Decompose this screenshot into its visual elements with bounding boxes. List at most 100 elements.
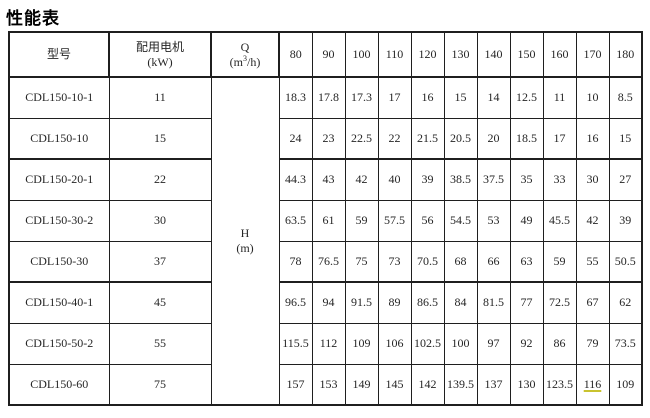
q-symbol: Q: [240, 39, 250, 54]
h-value-cell: 96.5: [278, 281, 313, 324]
h-value-cell: 20.5: [443, 117, 478, 160]
model-cell: CDL150-10: [8, 117, 110, 160]
h-value-cell: 97: [476, 322, 511, 365]
table-row: CDL150-40-1 45 96.5 94 91.5 89 86.5 84 81.5 77 72.…: [8, 281, 643, 324]
h-value-cell: 18.3: [278, 76, 313, 119]
h-value-cell: 56: [410, 199, 445, 242]
h-value-cell: 72.5: [542, 281, 577, 324]
header-motor: 配用电机 (kW): [108, 31, 212, 78]
h-value-cell: 92: [509, 322, 544, 365]
table-row: CDL150-10 15 24 23 22.5 22 21.5 20.5 20 18.5 17 16 1…: [8, 117, 643, 160]
h-value-cell: 44.3: [278, 158, 313, 201]
h-value-cell: 57.5: [377, 199, 412, 242]
header-q-value: 80: [278, 31, 313, 78]
h-value-cell: 67: [575, 281, 610, 324]
q-unit-pre: (m: [229, 54, 243, 69]
h-value-cell: 75: [344, 240, 379, 283]
h-value-cell: 39: [410, 158, 445, 201]
h-value-cell: 24: [278, 117, 313, 160]
h-value-cell: 21.5: [410, 117, 445, 160]
table-row: CDL150-30 37 78 76.5 75 73 70.5 68 66 63 59 55 50.5: [8, 240, 643, 283]
performance-table: 型号 配用电机 (kW) Q (m3/h) 80 90 100 110 120 130 14…: [8, 31, 643, 406]
page-title: 性能表: [6, 9, 60, 28]
h-value-cell: 23: [311, 117, 346, 160]
model-cell: CDL150-20-1: [8, 158, 110, 201]
h-value-cell: 116: [575, 363, 610, 406]
h-value-cell: 142: [410, 363, 445, 406]
motor-kw-cell: 30: [108, 199, 212, 242]
header-motor-unit: (kW): [147, 54, 173, 69]
h-value-cell: 130: [509, 363, 544, 406]
q-unit-sup: 3: [243, 53, 247, 63]
h-value-cell: 22.5: [344, 117, 379, 160]
h-value-cell: 123.5: [542, 363, 577, 406]
h-value-cell: 39: [608, 199, 643, 242]
model-cell: CDL150-60: [8, 363, 110, 406]
header-q-value: 110: [377, 31, 412, 78]
h-value-cell: 35: [509, 158, 544, 201]
h-value-cell: 68: [443, 240, 478, 283]
h-value-cell: 59: [344, 199, 379, 242]
h-value-cell: 77: [509, 281, 544, 324]
h-value-cell: 40: [377, 158, 412, 201]
table-row: CDL150-60 75 157 153 149 145 142 139.5 137 130 123…: [8, 363, 643, 406]
h-value-cell: 63: [509, 240, 544, 283]
h-value-cell: 53: [476, 199, 511, 242]
motor-kw-cell: 22: [108, 158, 212, 201]
h-value-cell: 137: [476, 363, 511, 406]
h-value-cell: 153: [311, 363, 346, 406]
h-value-cell: 15: [443, 76, 478, 119]
h-value-cell: 50.5: [608, 240, 643, 283]
h-value-cell: 91.5: [344, 281, 379, 324]
h-value-cell: 54.5: [443, 199, 478, 242]
h-value-cell: 17: [542, 117, 577, 160]
h-value-cell: 86: [542, 322, 577, 365]
h-value-cell: 109: [608, 363, 643, 406]
table-row: CDL150-10-1 11 H (m) 18.3 17.8 17.3 17 16 15 14 12.…: [8, 76, 643, 406]
table-row: CDL150-30-2 30 63.5 61 59 57.5 56 54.5 53 49 45.5 4…: [8, 199, 643, 242]
h-value-cell: 102.5: [410, 322, 445, 365]
h-value-cell: 33: [542, 158, 577, 201]
header-q-value: 160: [542, 31, 577, 78]
model-cell: CDL150-50-2: [8, 322, 110, 365]
h-value-cell: 78: [278, 240, 313, 283]
motor-kw-cell: 15: [108, 117, 212, 160]
header-q-value: 150: [509, 31, 544, 78]
h-value-cell: 145: [377, 363, 412, 406]
header-q-value: 90: [311, 31, 346, 78]
h-value-cell: 49: [509, 199, 544, 242]
h-value-cell: 30: [575, 158, 610, 201]
h-value-cell: 17: [377, 76, 412, 119]
h-value-cell: 94: [311, 281, 346, 324]
h-value-cell: 70.5: [410, 240, 445, 283]
h-value-cell: 100: [443, 322, 478, 365]
h-value-cell: 16: [410, 76, 445, 119]
h-value-cell: 157: [278, 363, 313, 406]
h-value-cell: 63.5: [278, 199, 313, 242]
motor-kw-cell: 75: [108, 363, 212, 406]
head-unit-cell: H (m): [210, 76, 280, 406]
h-value-cell: 15: [608, 117, 643, 160]
h-value-cell: 84: [443, 281, 478, 324]
model-cell: CDL150-40-1: [8, 281, 110, 324]
h-value-cell: 115.5: [278, 322, 313, 365]
h-value-cell: 139.5: [443, 363, 478, 406]
h-value-cell: 11: [542, 76, 577, 119]
header-q-value: 120: [410, 31, 445, 78]
header-q-value: 170: [575, 31, 610, 78]
header-model: 型号: [8, 31, 110, 78]
h-value-cell: 42: [575, 199, 610, 242]
h-unit: (m): [236, 241, 254, 255]
h-value-cell: 22: [377, 117, 412, 160]
h-value-cell: 149: [344, 363, 379, 406]
h-value-cell: 112: [311, 322, 346, 365]
motor-kw-cell: 55: [108, 322, 212, 365]
h-value-cell: 79: [575, 322, 610, 365]
header-q-value: 140: [476, 31, 511, 78]
h-value-cell: 61: [311, 199, 346, 242]
h-value-cell: 76.5: [311, 240, 346, 283]
model-cell: CDL150-30: [8, 240, 110, 283]
h-value-cell: 66: [476, 240, 511, 283]
h-value-cell: 16: [575, 117, 610, 160]
h-value-cell: 20: [476, 117, 511, 160]
